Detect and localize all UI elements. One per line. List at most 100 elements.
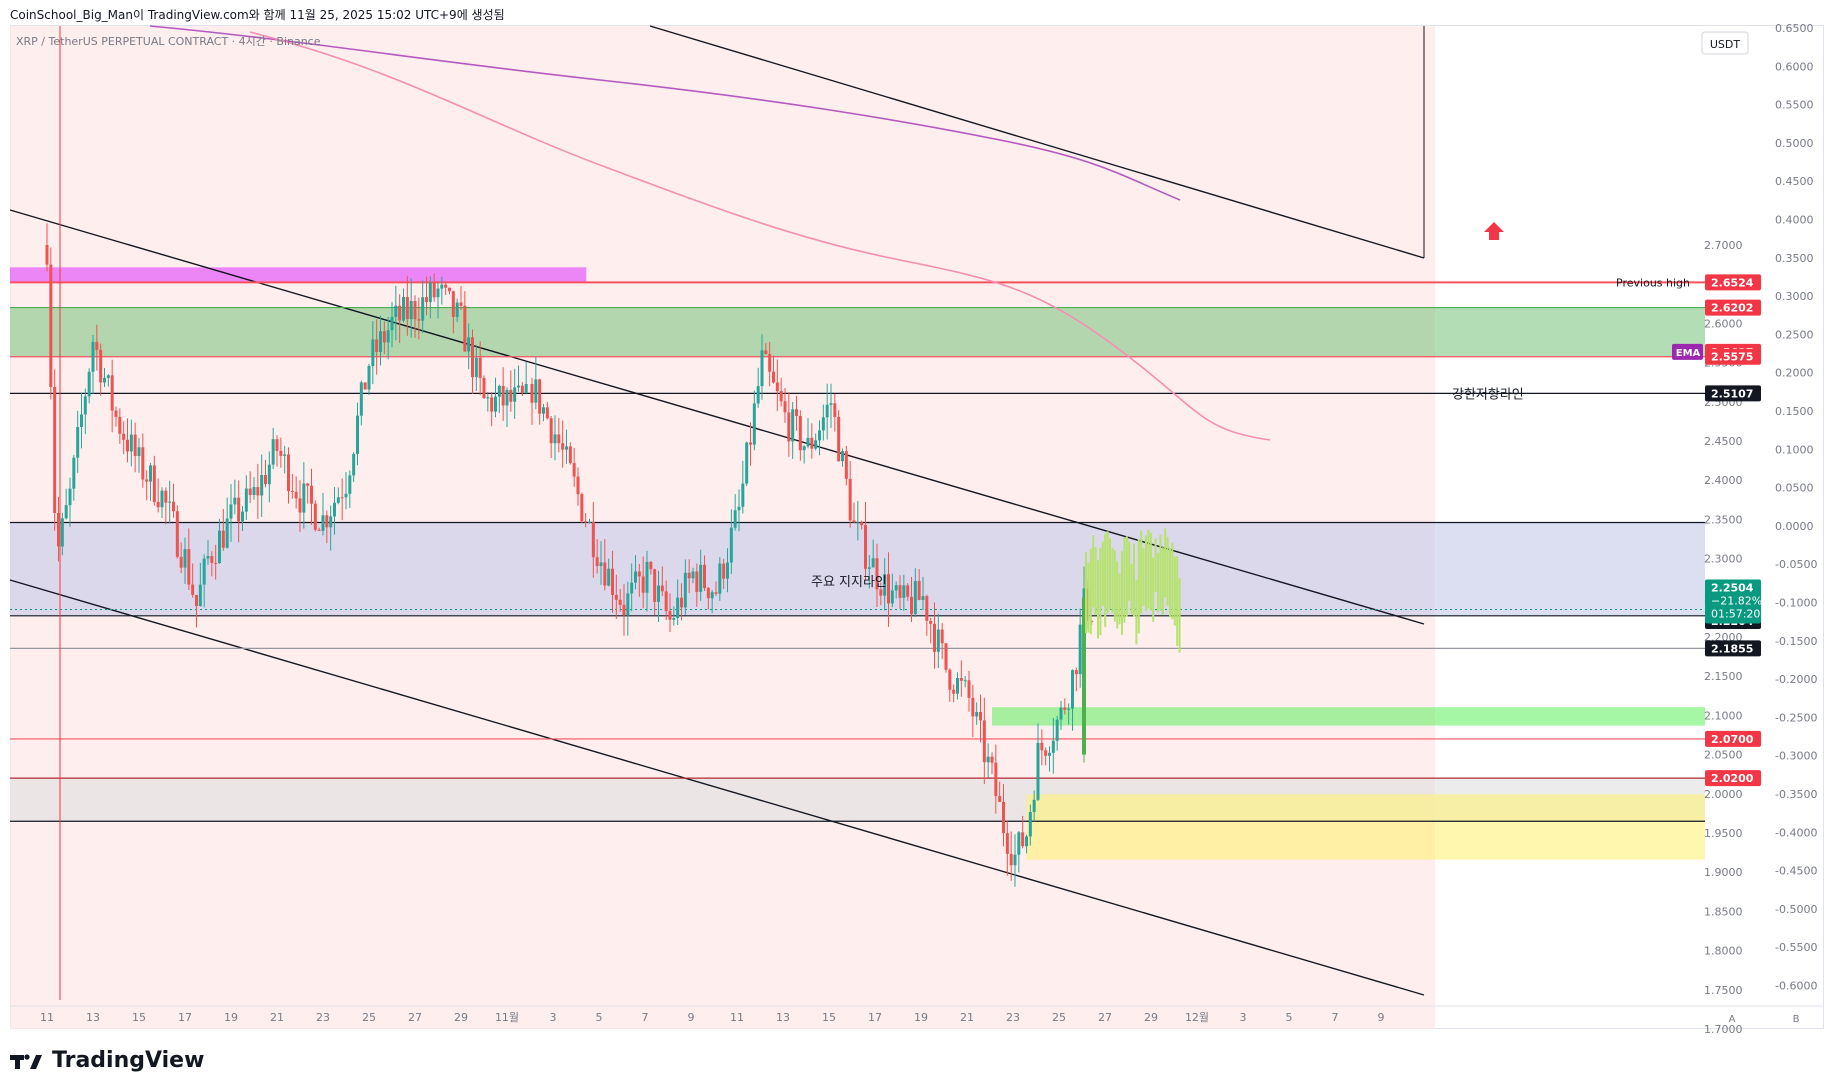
axis-mode-button-B[interactable]: B xyxy=(1793,1014,1800,1025)
candle xyxy=(340,478,344,521)
candle xyxy=(1005,820,1009,876)
candle xyxy=(925,594,929,636)
candle xyxy=(975,702,979,725)
zone-4 xyxy=(992,707,1705,726)
percent-tick: 0.1000 xyxy=(1775,443,1814,456)
candle xyxy=(409,278,413,338)
candle xyxy=(221,508,225,551)
time-tick: 29 xyxy=(1144,1011,1158,1024)
candle xyxy=(45,223,49,272)
candle xyxy=(348,470,352,508)
candle xyxy=(482,375,486,400)
candle xyxy=(241,506,244,531)
candle xyxy=(933,602,936,669)
symbol-legend[interactable]: XRP / TetherUS PERPETUAL CONTRACT · 4시간 … xyxy=(16,35,321,48)
price-tick: 2.6000 xyxy=(1704,317,1743,330)
candle xyxy=(1040,729,1044,766)
candle xyxy=(524,361,528,395)
current-change: −21.82% xyxy=(1711,594,1762,607)
price-tick: 2.3500 xyxy=(1704,513,1743,526)
candle xyxy=(588,518,591,524)
candle xyxy=(471,329,474,394)
candle xyxy=(1021,815,1025,849)
candle xyxy=(875,543,879,608)
candle xyxy=(837,410,841,462)
candle xyxy=(152,455,156,506)
candle xyxy=(520,382,524,396)
percent-tick: 0.6000 xyxy=(1775,60,1814,73)
price-tick: 2.1000 xyxy=(1704,709,1743,722)
candle xyxy=(963,676,967,688)
candle xyxy=(179,542,183,574)
candle xyxy=(310,468,313,525)
candle xyxy=(614,574,618,619)
candle xyxy=(745,441,749,487)
candle xyxy=(390,302,394,348)
currency-button[interactable]: USDT xyxy=(1701,31,1749,55)
percent-tick: 0.4500 xyxy=(1775,175,1814,188)
percent-tick: 0.6500 xyxy=(1775,22,1814,35)
tradingview-logo-icon xyxy=(10,1053,42,1069)
candle xyxy=(413,295,417,338)
candle xyxy=(637,563,641,597)
candle xyxy=(542,403,545,422)
candle xyxy=(202,554,206,608)
axis-mode-button-A[interactable]: A xyxy=(1729,1014,1736,1025)
time-tick: 25 xyxy=(362,1011,376,1024)
time-axis[interactable]: 11 13 15 17 19 21 23 25 27 29 11월 3 5 7 9 11 13 15 17 19 21 2… xyxy=(10,1005,1823,1025)
candle xyxy=(1009,831,1013,881)
trend-line-1 xyxy=(9,209,1425,625)
candle xyxy=(478,341,482,396)
candle xyxy=(103,368,106,388)
candle xyxy=(584,513,588,528)
candle xyxy=(149,462,152,501)
candle xyxy=(718,557,722,601)
candle xyxy=(126,418,129,463)
time-tick: 19 xyxy=(224,1011,238,1024)
candle xyxy=(237,480,241,543)
candle xyxy=(233,479,237,515)
candle xyxy=(906,582,910,601)
candle xyxy=(952,684,956,703)
candle xyxy=(829,383,833,428)
candle xyxy=(603,539,607,591)
candle xyxy=(726,548,729,593)
candle xyxy=(956,672,959,700)
candle xyxy=(676,579,680,626)
candle xyxy=(967,670,971,712)
tradingview-logo[interactable]: TradingView xyxy=(10,1048,204,1073)
candle xyxy=(611,550,614,613)
projection-bars xyxy=(1085,528,1181,653)
price-tick: 1.7000 xyxy=(1704,1023,1743,1036)
candle xyxy=(306,482,310,504)
price-tick: 1.9000 xyxy=(1704,866,1743,879)
previous-high-label: Previous high xyxy=(1616,276,1690,289)
candle xyxy=(1059,700,1063,730)
candle xyxy=(440,276,444,305)
candle xyxy=(371,321,375,384)
candle xyxy=(494,377,497,418)
percent-tick: -0.0500 xyxy=(1775,558,1817,571)
candle xyxy=(645,550,649,612)
candle xyxy=(1055,715,1059,751)
candle xyxy=(91,334,95,394)
candle xyxy=(313,500,317,532)
candle xyxy=(729,509,733,575)
price-axis[interactable]: 2.70002.65002.60002.55002.50002.45002.40… xyxy=(1704,22,1817,1036)
candle xyxy=(344,472,348,510)
candle xyxy=(99,343,103,396)
candle xyxy=(1044,747,1048,766)
price-tag: 2.1855 xyxy=(1705,640,1761,657)
candle xyxy=(622,584,626,636)
candle xyxy=(72,454,76,501)
price-tick: 2.4000 xyxy=(1704,474,1743,487)
candle xyxy=(517,365,520,392)
candle xyxy=(572,447,576,487)
percent-tick: 0.2500 xyxy=(1775,328,1814,341)
candle xyxy=(687,559,691,594)
sma-line xyxy=(249,31,1271,441)
candle xyxy=(940,623,944,660)
candle xyxy=(779,377,783,407)
candle xyxy=(49,247,53,400)
